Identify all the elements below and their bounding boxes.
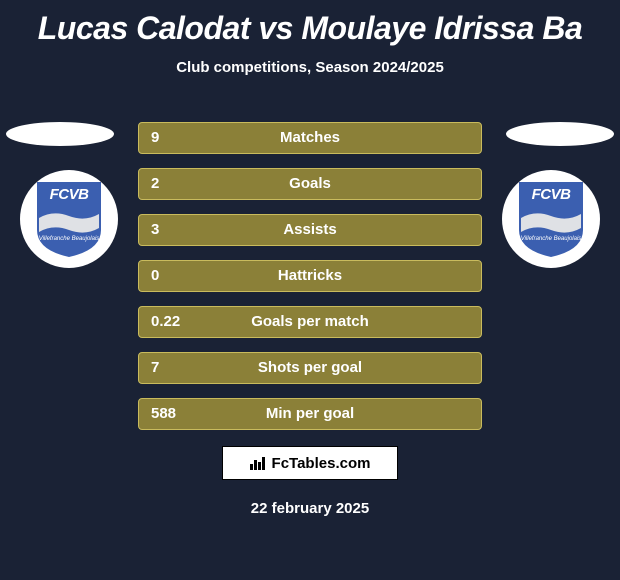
club-shield-right: FCVB Villefranche Beaujolais <box>515 180 587 258</box>
club-sub-right: Villefranche Beaujolais <box>515 236 587 242</box>
brand-badge: FcTables.com <box>222 446 398 480</box>
stat-label: Matches <box>139 123 481 153</box>
club-abbr-left: FCVB <box>33 186 105 203</box>
stat-row: 0 Hattricks <box>138 260 482 292</box>
stat-label: Goals <box>139 169 481 199</box>
stat-row: 2 Goals <box>138 168 482 200</box>
stat-label: Assists <box>139 215 481 245</box>
club-sub-left: Villefranche Beaujolais <box>33 236 105 242</box>
stat-label: Shots per goal <box>139 353 481 383</box>
stat-row: 588 Min per goal <box>138 398 482 430</box>
stat-row: 3 Assists <box>138 214 482 246</box>
brand-text: FcTables.com <box>272 455 371 472</box>
stat-row: 9 Matches <box>138 122 482 154</box>
stat-rows: 9 Matches 2 Goals 3 Assists 0 Hattricks … <box>138 122 482 444</box>
club-shield-left: FCVB Villefranche Beaujolais <box>33 180 105 258</box>
stat-row: 0.22 Goals per match <box>138 306 482 338</box>
page-subtitle: Club competitions, Season 2024/2025 <box>0 59 620 76</box>
date-text: 22 february 2025 <box>0 500 620 517</box>
player-photo-placeholder-right <box>506 122 614 146</box>
club-abbr-right: FCVB <box>515 186 587 203</box>
player-photo-placeholder-left <box>6 122 114 146</box>
stat-row: 7 Shots per goal <box>138 352 482 384</box>
bars-icon <box>250 456 268 470</box>
stat-label: Min per goal <box>139 399 481 429</box>
stat-label: Hattricks <box>139 261 481 291</box>
club-badge-right: FCVB Villefranche Beaujolais <box>502 170 600 268</box>
club-badge-left: FCVB Villefranche Beaujolais <box>20 170 118 268</box>
stat-label: Goals per match <box>139 307 481 337</box>
page-title: Lucas Calodat vs Moulaye Idrissa Ba <box>0 0 620 47</box>
